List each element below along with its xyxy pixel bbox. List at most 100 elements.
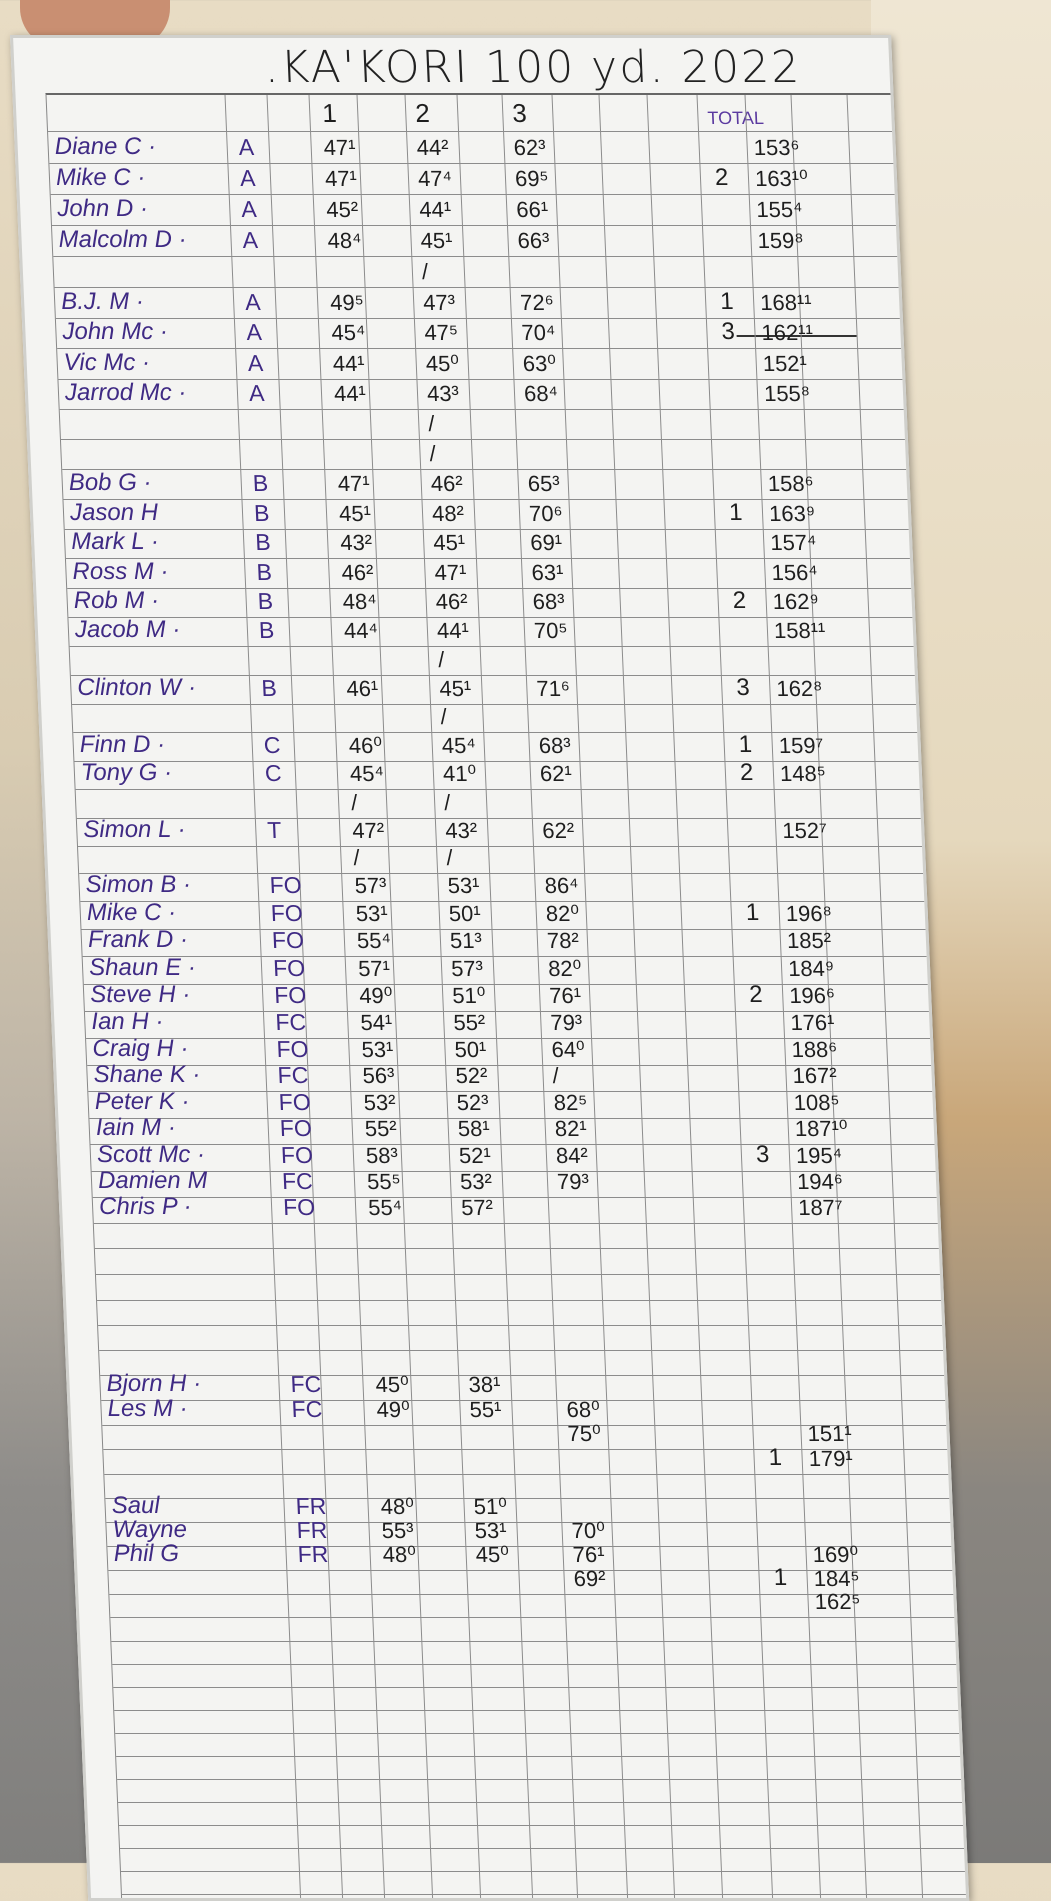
round-1-score: 44⁴ [343,618,379,644]
placing: 1 [745,898,760,926]
competitor-grade: B [260,674,278,701]
header-row: 1 2 3 TOTAL [46,95,893,132]
competitor-name: Malcolm D · [58,226,188,254]
round-2-score: 46² [430,471,464,497]
score-row: Saul FR 48⁰ 51⁰ [105,1492,951,1524]
score-row: Shaun E · FO 57¹ 57³ 82⁰ 184⁹ [82,954,928,985]
round-2-score: 44¹ [418,197,452,223]
total-score: 167² [792,1063,838,1089]
round-3-score: 62¹ [539,761,573,787]
total-score: 187¹⁰ [794,1116,849,1142]
total-score: 185² [786,928,832,954]
round-2-score: 51³ [449,928,483,954]
competitor-name: Phil G [113,1540,180,1568]
round-3-score: 66³ [517,228,550,254]
score-row: Ian H · FC 54¹ 55² 79³ 176¹ [84,1007,931,1039]
round-1-score: 55³ [381,1518,415,1544]
round-1-score: 57³ [354,873,387,899]
competitor-name: Steve H · [89,980,191,1008]
competitor-name: Clinton W · [76,673,197,701]
total-score: 158⁶ [767,471,815,497]
placing: 2 [739,759,754,787]
total-score: 184⁵ [813,1565,861,1591]
competitor-grade: A [248,380,265,407]
competitor-name: Scott Mc · [96,1140,206,1168]
round-1-score: 47¹ [323,134,357,160]
competitor-name: Rob M · [73,587,160,614]
total-score: 169⁰ [812,1542,859,1568]
round-1-score: 48⁰ [380,1494,415,1520]
blank-row: 1 179¹ [103,1444,949,1475]
competitor-grade: FO [275,1035,309,1062]
blank-row [120,1871,966,1896]
competitor-grade: A [240,196,258,223]
round-1-score: 45⁴ [349,761,385,787]
score-row: Clinton W · B 46¹ 45¹ 71⁶ 3 162⁸ [70,673,917,705]
round-3-score: 63¹ [530,559,564,585]
round-2-score: 45¹ [420,228,453,254]
competitor-grade: FO [280,1141,314,1168]
round-3-score: 82¹ [554,1116,588,1142]
total-score: 159⁸ [757,228,805,254]
round-3-score: 63⁰ [522,350,557,376]
total-score: 187⁷ [797,1194,844,1220]
blank-row [94,1248,940,1275]
competitor-grade: C [263,732,281,758]
competitor-name: Craig H · [91,1034,190,1062]
placing: 1 [768,1443,783,1471]
competitor-grade: FR [295,1493,327,1520]
round-1-score: 48⁰ [382,1542,417,1568]
score-row: Vic Mc · A 44¹ 45⁰ 63⁰ 152¹ [57,348,903,380]
round-3-score: 70⁵ [533,618,569,644]
round-1-score: 49⁰ [376,1396,411,1422]
score-row: B.J. M · A 49⁵ 47³ 72⁶ 1 168¹¹ [54,287,900,319]
competitor-name: John Mc · [61,318,169,346]
blank-row [117,1779,963,1804]
round-1-score: 55⁴ [367,1194,403,1220]
competitor-grade: T [266,816,282,843]
competitor-grade: FC [277,1062,309,1089]
round-1-score: 46¹ [345,675,379,701]
round-1-score: 55⁴ [356,928,392,954]
blank-row: / [59,409,905,441]
competitor-grade: A [244,288,262,315]
competitor-name: Ross M · [71,557,170,585]
total-score: 155⁴ [755,197,804,223]
round-1-score: 54¹ [359,1009,393,1035]
blank-row: / [69,646,915,677]
round-3-score: 68³ [538,733,572,758]
total-score: 159⁷ [778,733,824,758]
round-3-score: 72⁶ [519,289,555,315]
competitor-name: Damien M [97,1166,208,1194]
competitor-grade: FC [289,1370,322,1397]
score-row: Craig H · FO 53¹ 50¹ 64⁰ 188⁶ [86,1034,932,1066]
score-row: Mike C · A 47¹ 47⁴ 69⁵ 2 163¹⁰ [49,162,895,195]
competitor-name: Finn D · [79,731,166,758]
round-1-score: 47¹ [324,165,358,191]
score-row: Damien M FC 55⁵ 53² 79³ 194⁶ [91,1167,937,1198]
competitor-name: Diane C · [54,132,157,160]
total-score: 184⁹ [787,955,835,981]
round-3-score: 65³ [527,471,561,497]
round-2-score: 52³ [456,1089,490,1115]
score-row: Chris P · FO 55⁴ 57² 187⁷ [92,1193,938,1224]
round-2-score: 38¹ [468,1371,501,1397]
competitor-name: Ian H · [90,1007,164,1035]
round-1-score: 45⁴ [330,320,366,346]
round-2-score: 50¹ [448,900,482,926]
competitor-grade: FC [291,1395,323,1422]
round-2-score: 43² [444,817,478,843]
competitor-name: Shane K · [93,1061,201,1089]
round-3-score: / [552,1063,560,1089]
blank-row: / [53,256,899,288]
placing: 3 [720,318,736,346]
round-2-score: / [427,411,435,437]
competitor-name: Bob G · [68,469,153,497]
round-2-score: / [440,704,448,730]
round-2-score: 55² [452,1009,486,1035]
competitor-name: Chris P · [98,1192,193,1220]
competitor-grade: FO [269,872,303,899]
total-score: 152⁷ [781,817,828,843]
competitor-grade: B [255,558,273,585]
round-1-score: 53¹ [355,900,389,926]
